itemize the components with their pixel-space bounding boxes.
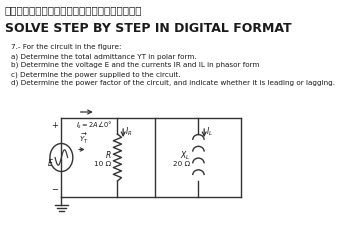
Text: 20 Ω: 20 Ω (173, 160, 190, 167)
Text: a) Determine the total admittance YT in polar form.: a) Determine the total admittance YT in … (12, 53, 197, 60)
Text: R: R (106, 151, 111, 160)
Text: $\overrightarrow{Y_T}$: $\overrightarrow{Y_T}$ (78, 131, 88, 145)
Text: b) Determine the voltage E and the currents IR and IL in phasor form: b) Determine the voltage E and the curre… (12, 62, 260, 68)
Text: $I_L$: $I_L$ (206, 126, 213, 138)
Text: E: E (48, 159, 52, 168)
Text: $X_L$: $X_L$ (180, 149, 190, 162)
Text: d) Determine the power factor of the circuit, and indicate whether it is leading: d) Determine the power factor of the cir… (12, 80, 335, 87)
Text: 7.- For the circuit in the figure:: 7.- For the circuit in the figure: (12, 44, 122, 50)
Text: $I_s = 2A\angle 0°$: $I_s = 2A\angle 0°$ (76, 120, 112, 131)
Text: $I_R$: $I_R$ (125, 126, 132, 138)
Text: +: + (51, 121, 58, 129)
Text: デジタル形式で段階的に解決　　ありがとう！！: デジタル形式で段階的に解決 ありがとう！！ (5, 5, 142, 15)
Text: SOLVE STEP BY STEP IN DIGITAL FORMAT: SOLVE STEP BY STEP IN DIGITAL FORMAT (5, 22, 292, 35)
Text: −: − (51, 185, 58, 195)
Text: 10 Ω: 10 Ω (94, 160, 111, 167)
Text: c) Determine the power supplied to the circuit.: c) Determine the power supplied to the c… (12, 71, 181, 77)
